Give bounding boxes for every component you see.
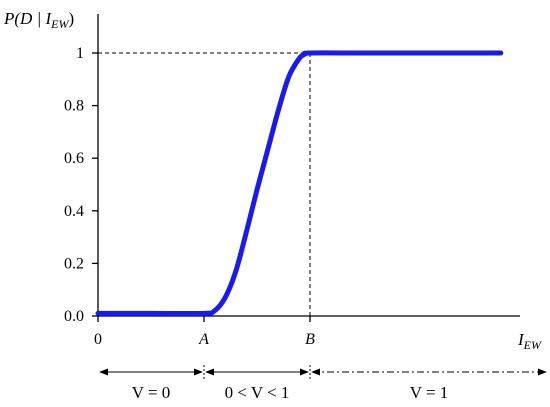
axes bbox=[97, 14, 520, 317]
y-ticks: 0.0 0.2 0.4 0.6 0.8 1 bbox=[64, 45, 98, 325]
series bbox=[95, 50, 504, 317]
y-tick-label: 0.6 bbox=[64, 150, 84, 167]
region-label: 0 < V < 1 bbox=[225, 383, 290, 402]
y-tick-label: 0.0 bbox=[64, 308, 84, 325]
y-tick-label: 0.2 bbox=[64, 255, 84, 272]
y-tick-label: 1 bbox=[76, 45, 84, 62]
series-line bbox=[95, 50, 504, 317]
y-axis-label: P(D | IEW) bbox=[3, 9, 74, 31]
y-tick-label: 0.8 bbox=[64, 98, 84, 115]
x-tick-label: 0 bbox=[94, 331, 102, 348]
x-tick-label: A bbox=[198, 331, 209, 348]
x-axis-label: IEW bbox=[517, 330, 542, 352]
guide-lines bbox=[98, 52, 311, 316]
region-label: V = 1 bbox=[410, 383, 449, 402]
region-label: V = 0 bbox=[132, 383, 171, 402]
y-tick-label: 0.4 bbox=[64, 203, 84, 220]
x-ticks: 0 A B bbox=[94, 316, 315, 348]
region-annotations: V = 0 0 < V < 1 V = 1 bbox=[99, 365, 547, 402]
x-tick-label: B bbox=[305, 331, 315, 348]
